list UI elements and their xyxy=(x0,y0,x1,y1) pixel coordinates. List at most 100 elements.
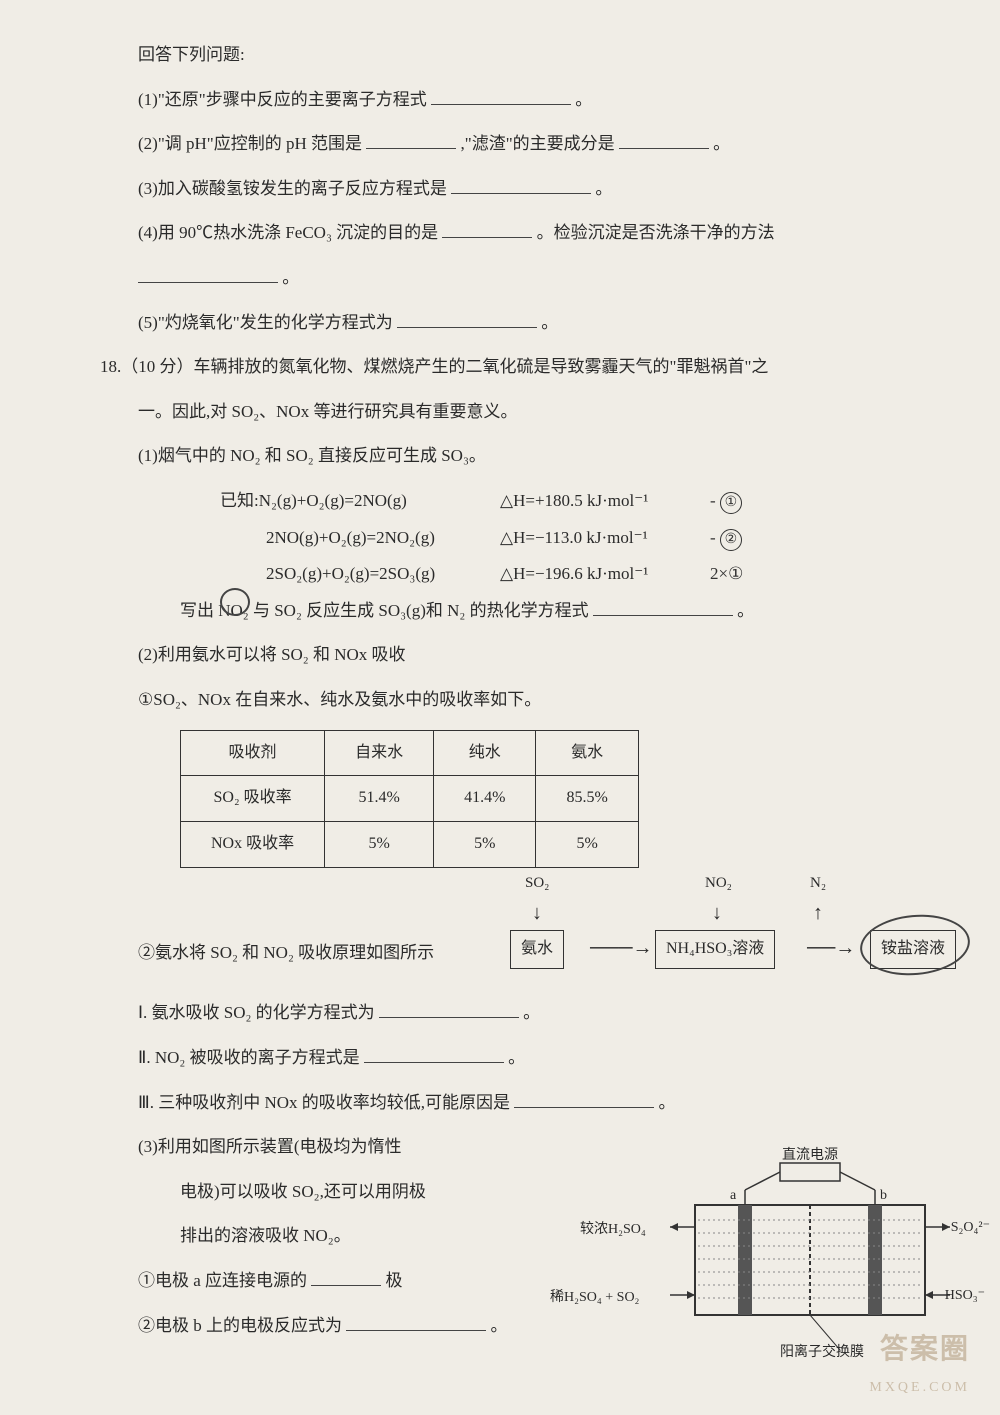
table-row: SO₂ 吸收率 51.4% 41.4% 85.5% xyxy=(181,776,639,822)
eq1-known: 已知:N₂(g)+O₂(g)=2NO(g) xyxy=(220,486,500,517)
q4-blank-b xyxy=(138,265,278,283)
q2-blank-a xyxy=(366,131,456,149)
r3-blank xyxy=(514,1090,654,1108)
td: SO₂ 吸收率 xyxy=(181,776,325,822)
electro-left-bot: 稀H₂SO₄ + SO₂ xyxy=(550,1285,639,1310)
q18-p2: (2)利用氨水可以将 SO₂ 和 NOx 吸收 xyxy=(100,640,940,671)
electro-membrane-label: 阳离子交换膜 xyxy=(780,1340,864,1365)
q1-blank xyxy=(431,87,571,105)
hand-circle-ammonia xyxy=(220,588,250,616)
q2-label-b: ,"滤渣"的主要成分是 xyxy=(461,134,615,153)
td: 51.4% xyxy=(325,776,434,822)
q5-end: 。 xyxy=(541,313,558,332)
r1-end: 。 xyxy=(523,1003,540,1022)
r2-blank xyxy=(364,1045,504,1063)
p1-task-end: 。 xyxy=(737,601,754,620)
arrow-right-icon: ──→ xyxy=(807,930,855,966)
p3-sub1-blank xyxy=(311,1268,381,1286)
q3-label: (3)加入碳酸氢铵发生的离子反应方程式是 xyxy=(138,179,447,198)
eq2: 2NO(g)+O₂(g)=2NO₂(g) xyxy=(220,523,500,554)
td: NOx 吸收率 xyxy=(181,822,325,868)
eq3: 2SO₂(g)+O₂(g)=2SO₃(g) xyxy=(220,559,500,590)
q4-cont: 。 xyxy=(100,263,940,294)
q4-blank-a xyxy=(442,220,532,238)
eq2-h: △H=−113.0 kJ·mol⁻¹ xyxy=(500,523,700,554)
electro-right-top: S₂O₄²⁻ xyxy=(951,1215,990,1240)
r3-end: 。 xyxy=(659,1093,676,1112)
watermark-main: 答案圈 xyxy=(880,1325,970,1375)
r1-label: Ⅰ. 氨水吸收 SO₂ 的化学方程式为 xyxy=(138,1003,375,1022)
arrow-down-icon: ↓ xyxy=(532,895,542,931)
th-3: 氨水 xyxy=(536,730,638,776)
electro-a-label: a xyxy=(730,1183,736,1208)
td: 41.4% xyxy=(434,776,536,822)
electro-right-bot: HSO₃⁻ xyxy=(945,1283,985,1308)
q18-header2: 一。因此,对 SO₂、NOx 等进行研究具有重要意义。 xyxy=(100,397,940,428)
hand-circle-salt xyxy=(858,910,973,979)
roman-1: Ⅰ. 氨水吸收 SO₂ 的化学方程式为 。 xyxy=(100,998,940,1029)
watermark-url: MXQE.COM xyxy=(869,1375,970,1400)
p3-sub2-label: ②电极 b 上的电极反应式为 xyxy=(138,1316,342,1335)
q2-blank-b xyxy=(619,131,709,149)
eq1-row: 已知:N₂(g)+O₂(g)=2NO(g) △H=+180.5 kJ·mol⁻¹… xyxy=(100,486,940,517)
electro-power-label: 直流电源 xyxy=(782,1143,838,1168)
th-1: 自来水 xyxy=(325,730,434,776)
arrow-down-icon: ↓ xyxy=(712,895,722,931)
r2-end: 。 xyxy=(508,1048,525,1067)
roman-2: Ⅱ. NO₂ 被吸收的离子方程式是 。 xyxy=(100,1043,940,1074)
th-0: 吸收剂 xyxy=(181,730,325,776)
absorption-table: 吸收剂 自来水 纯水 氨水 SO₂ 吸收率 51.4% 41.4% 85.5% … xyxy=(180,730,639,868)
q1-end: 。 xyxy=(575,90,592,109)
hand-anno-1: - ① xyxy=(710,486,742,517)
electro-b-label: b xyxy=(880,1183,887,1208)
q4-label-a: (4)用 90℃热水洗涤 FeCO₃ 沉淀的目的是 xyxy=(138,223,438,242)
td: 5% xyxy=(434,822,536,868)
table-row: NOx 吸收率 5% 5% 5% xyxy=(181,822,639,868)
p1-task-blank xyxy=(593,598,733,616)
q18-header: 18.（10 分）车辆排放的氮氧化物、煤燃烧产生的二氧化硫是导致雾霾天气的"罪魁… xyxy=(100,352,940,383)
flow-diagram: SO₂ ↓ NO₂ ↓ N₂ ↑ 氨水 ───→ NH₄HSO₃溶液 ──→ 铵… xyxy=(510,875,980,995)
r2-label: Ⅱ. NO₂ 被吸收的离子方程式是 xyxy=(138,1048,360,1067)
p3-sub1-b: 极 xyxy=(386,1271,403,1290)
hand-anno-3: 2×① xyxy=(710,559,743,590)
q4: (4)用 90℃热水洗涤 FeCO₃ 沉淀的目的是 。检验沉淀是否洗涤干净的方法 xyxy=(100,218,940,249)
td: 5% xyxy=(536,822,638,868)
flow-out-n2: N₂ xyxy=(810,870,826,897)
q2-label-a: (2)"调 pH"应控制的 pH 范围是 xyxy=(138,134,362,153)
td: 5% xyxy=(325,822,434,868)
r3-label: Ⅲ. 三种吸收剂中 NOx 的吸收率均较低,可能原因是 xyxy=(138,1093,510,1112)
r1-blank xyxy=(379,1000,519,1018)
q2: (2)"调 pH"应控制的 pH 范围是 ,"滤渣"的主要成分是 。 xyxy=(100,129,940,160)
eq3-h: △H=−196.6 kJ·mol⁻¹ xyxy=(500,559,700,590)
th-2: 纯水 xyxy=(434,730,536,776)
hand-anno-2: - ② xyxy=(710,523,742,554)
flow-in-no2: NO₂ xyxy=(705,870,732,897)
q5: (5)"灼烧氧化"发生的化学方程式为 。 xyxy=(100,308,940,339)
eq1-h: △H=+180.5 kJ·mol⁻¹ xyxy=(500,486,700,517)
arrow-up-icon: ↑ xyxy=(813,895,823,931)
q2-end: 。 xyxy=(713,134,730,153)
q4-end: 。 xyxy=(282,268,299,287)
q18-p1: (1)烟气中的 NO₂ 和 SO₂ 直接反应可生成 SO₃。 xyxy=(100,441,940,472)
electro-left-top: 较浓H₂SO₄ xyxy=(580,1217,646,1242)
td: 85.5% xyxy=(536,776,638,822)
p3-sub1-a: ①电极 a 应连接电源的 xyxy=(138,1271,307,1290)
q1: (1)"还原"步骤中反应的主要离子方程式 。 xyxy=(100,85,940,116)
flow-node-ammonia: 氨水 xyxy=(510,930,564,969)
flow-in-so2: SO₂ xyxy=(525,870,549,897)
q3: (3)加入碳酸氢铵发生的离子反应方程式是 。 xyxy=(100,174,940,205)
q1-label: (1)"还原"步骤中反应的主要离子方程式 xyxy=(138,90,427,109)
q3-blank xyxy=(451,176,591,194)
p3-sub2-end: 。 xyxy=(491,1316,508,1335)
arrow-right-icon: ───→ xyxy=(590,930,653,966)
q5-label: (5)"灼烧氧化"发生的化学方程式为 xyxy=(138,313,393,332)
eq2-row: 2NO(g)+O₂(g)=2NO₂(g) △H=−113.0 kJ·mol⁻¹ … xyxy=(100,523,940,554)
eq3-row: 2SO₂(g)+O₂(g)=2SO₃(g) △H=−196.6 kJ·mol⁻¹… xyxy=(100,559,940,590)
q4-label-b: 。检验沉淀是否洗涤干净的方法 xyxy=(537,223,775,242)
flow-node-nh4hso3: NH₄HSO₃溶液 xyxy=(655,930,775,969)
p3-sub2-blank xyxy=(346,1313,486,1331)
intro-text: 回答下列问题: xyxy=(100,40,940,71)
roman-3: Ⅲ. 三种吸收剂中 NOx 的吸收率均较低,可能原因是 。 xyxy=(100,1088,940,1119)
q18-p2-sub1: ①SO₂、NOx 在自来水、纯水及氨水中的吸收率如下。 xyxy=(100,685,940,716)
table-header-row: 吸收剂 自来水 纯水 氨水 xyxy=(181,730,639,776)
